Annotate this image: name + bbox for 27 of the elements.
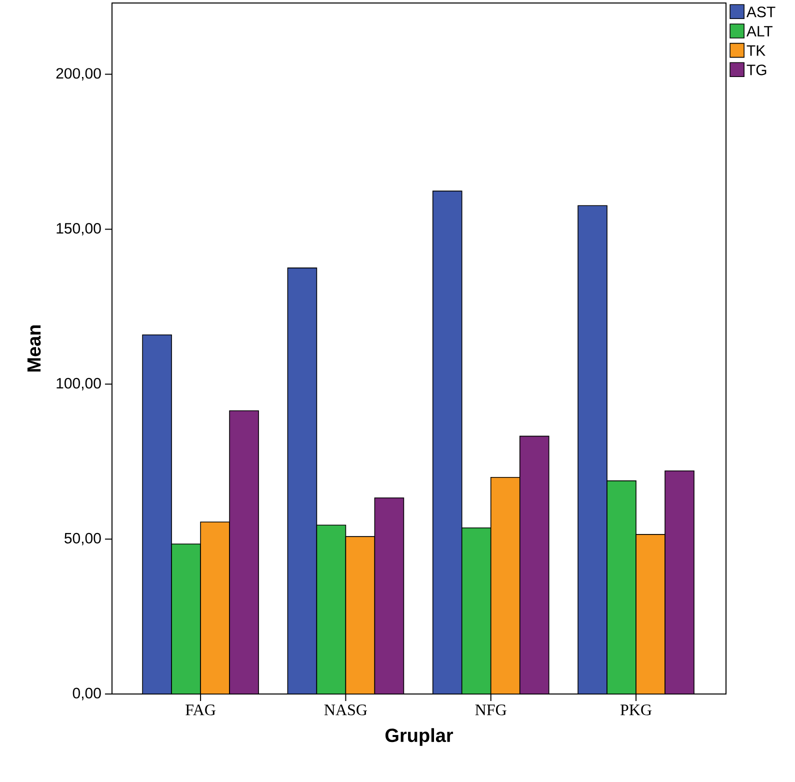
bar	[578, 205, 608, 694]
bar	[142, 334, 172, 694]
bar	[432, 190, 462, 694]
y-tick-label: 50,00	[64, 532, 101, 546]
bar	[461, 528, 492, 694]
x-axis-title: Gruplar	[385, 728, 454, 746]
y-tick-label: 200,00	[56, 68, 101, 80]
y-tick-label: 100,00	[56, 378, 101, 390]
x-tick-label: NFG	[475, 704, 506, 716]
bar	[606, 480, 636, 694]
bar	[664, 470, 694, 694]
legend-label: TK	[746, 45, 766, 56]
bar	[374, 497, 404, 694]
y-tick-label: 150,00	[56, 223, 101, 236]
legend-label: TG	[746, 64, 766, 76]
bar	[287, 268, 318, 694]
legend-label: AST	[746, 6, 776, 18]
bar	[316, 524, 346, 694]
y-tick-label: 0,00	[72, 688, 101, 700]
bar	[171, 544, 201, 694]
bar	[229, 410, 259, 694]
bar	[519, 436, 550, 694]
x-tick-label: FAG	[186, 704, 216, 716]
legend-label: ALT	[746, 26, 773, 36]
y-axis-title: Mean	[27, 325, 41, 372]
x-tick-label: NASG	[324, 704, 367, 716]
x-tick-label: PKG	[620, 704, 652, 716]
